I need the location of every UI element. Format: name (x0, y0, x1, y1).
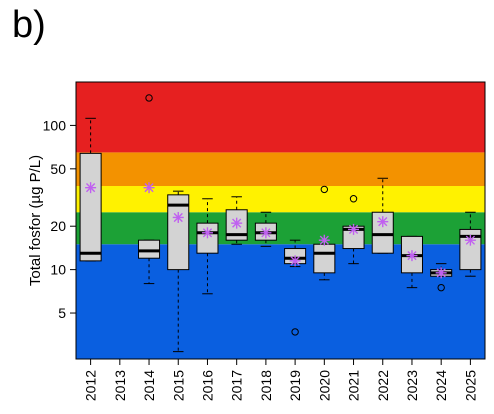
x-tick-label-2012: 2012 (83, 370, 99, 401)
x-tick-label-2017: 2017 (229, 370, 245, 401)
x-tick-label-2020: 2020 (316, 370, 332, 401)
x-tick-label-2014: 2014 (141, 370, 157, 401)
box-2025 (459, 228, 482, 271)
x-tick-label-2018: 2018 (258, 370, 274, 401)
mean-marker-2012 (85, 182, 97, 194)
mean-marker-stroke-2018-3 (261, 228, 271, 238)
mean-marker-2024 (435, 267, 447, 279)
mean-marker-2016 (201, 227, 213, 239)
plot-frame (75, 81, 486, 360)
mean-marker-stroke-2021-3 (348, 224, 359, 235)
x-tick-label-2019: 2019 (287, 370, 303, 401)
mean-marker-stroke-2017-3 (232, 218, 242, 228)
mean-marker-stroke-2025-3 (465, 235, 476, 245)
panel-label: b) (12, 4, 46, 46)
x-tick-label-2023: 2023 (404, 370, 420, 401)
mean-marker-2025 (464, 234, 476, 246)
box-2022 (371, 211, 394, 254)
outlier-2020-0 (320, 185, 329, 194)
band-4 (76, 82, 485, 153)
x-tick-label-2025: 2025 (462, 370, 478, 401)
box-2012 (79, 152, 102, 262)
mean-marker-stroke-2012-3 (85, 183, 96, 193)
mean-marker-stroke-2014-3 (144, 183, 154, 193)
mean-marker-2023 (406, 250, 418, 262)
mean-marker-2021 (348, 223, 360, 235)
box-2020 (313, 243, 336, 274)
mean-marker-2018 (260, 227, 272, 239)
band-0 (76, 244, 485, 359)
y-tick-label-10: 10 (50, 262, 66, 278)
box-2015 (167, 194, 190, 271)
mean-marker-stroke-2019-3 (290, 256, 300, 266)
y-tick-label-100: 100 (43, 117, 67, 133)
mean-marker-2014 (143, 182, 155, 194)
y-tick-label-5: 5 (58, 305, 66, 321)
mean-marker-stroke-2024-3 (436, 268, 446, 278)
x-tick-label-2022: 2022 (375, 370, 391, 401)
mean-marker-2015 (172, 211, 184, 223)
mean-marker-stroke-2023-3 (407, 251, 417, 261)
x-tick-label-2024: 2024 (433, 370, 449, 401)
y-tick-label-50: 50 (50, 161, 66, 177)
mean-marker-stroke-2022-3 (378, 217, 388, 227)
mean-marker-2019 (289, 255, 301, 267)
mean-marker-stroke-2015-3 (173, 212, 183, 223)
mean-marker-stroke-2016-3 (202, 228, 213, 238)
x-tick-label-2021: 2021 (346, 370, 362, 401)
y-tick-label-20: 20 (50, 218, 66, 234)
outlier-2021-0 (349, 195, 358, 203)
x-tick-label-2015: 2015 (170, 370, 186, 401)
y-axis-title: Total fosfor (µg P/L) (27, 155, 44, 286)
mean-marker-2020 (318, 234, 330, 246)
band-2 (76, 186, 485, 213)
mean-marker-2022 (377, 216, 389, 228)
outlier-2024-0 (437, 283, 445, 292)
band-3 (76, 152, 485, 187)
box-2014 (138, 239, 161, 259)
x-tick-label-2013: 2013 (112, 370, 128, 401)
band-1 (76, 212, 485, 245)
outlier-2014-0 (145, 94, 153, 102)
outlier-2019-0 (291, 328, 299, 336)
mean-marker-stroke-2020-3 (319, 235, 329, 245)
x-tick-label-2016: 2016 (199, 370, 215, 401)
mean-marker-2017 (231, 217, 243, 229)
